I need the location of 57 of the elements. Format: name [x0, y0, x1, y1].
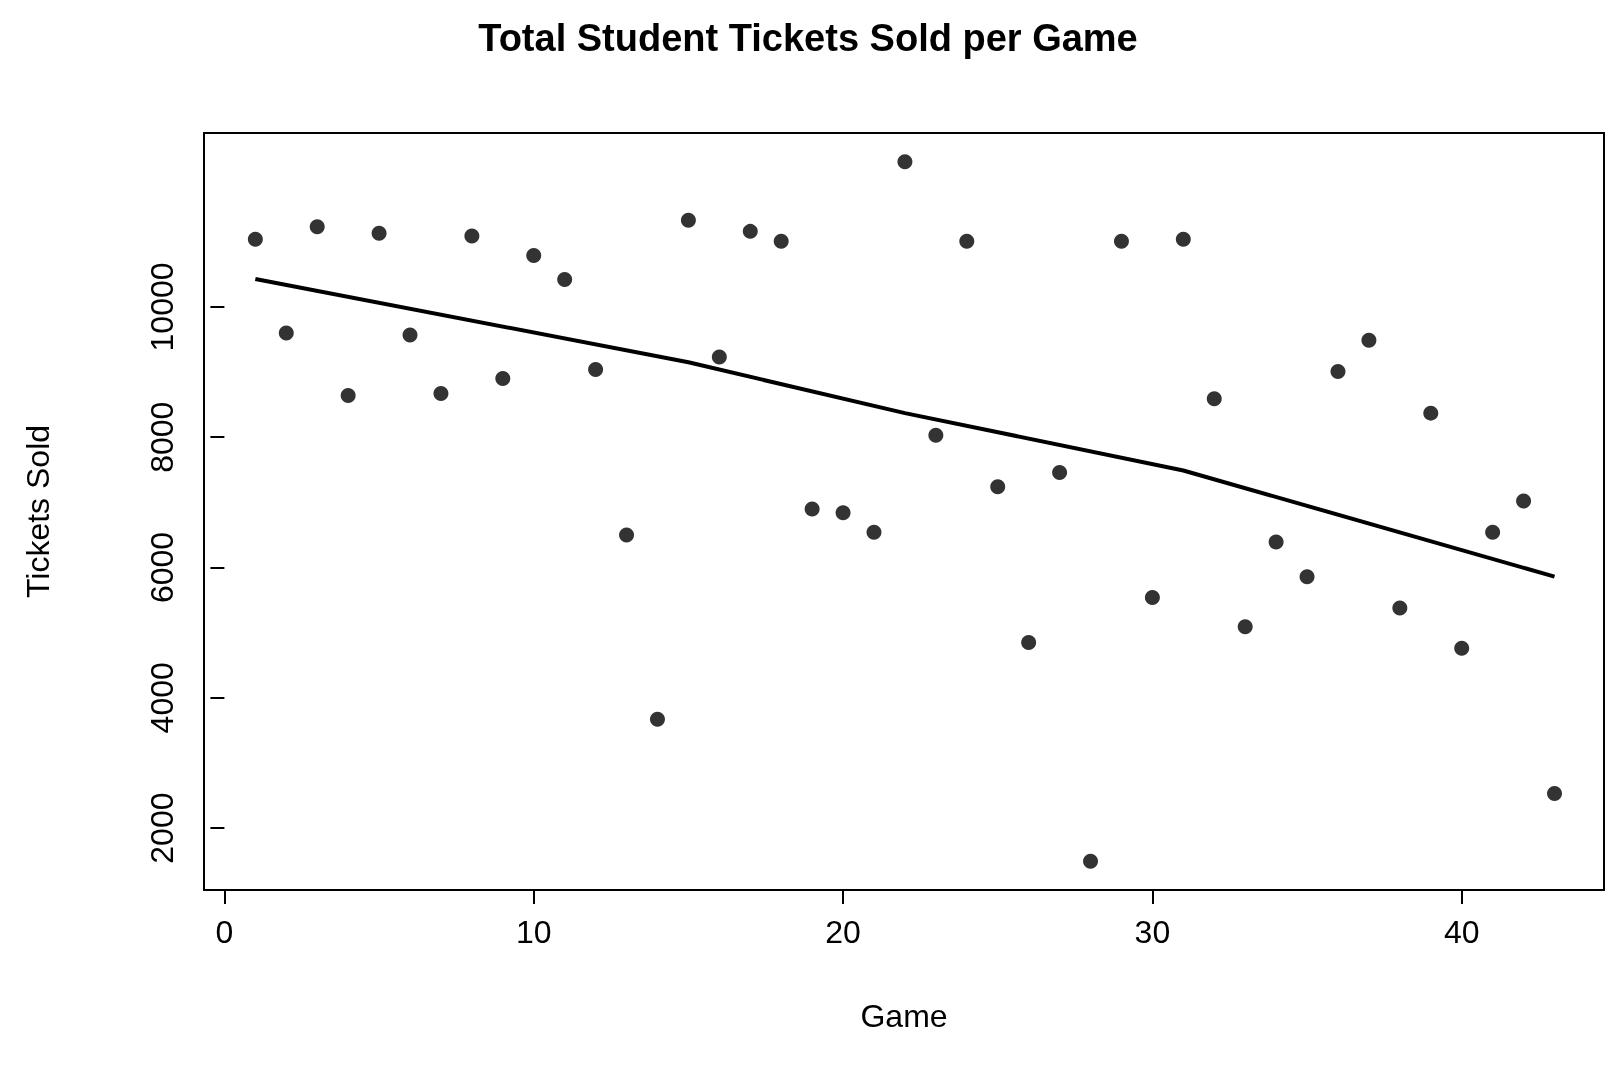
y-tick-label: 8000: [144, 401, 180, 473]
point: [742, 223, 758, 239]
point: [773, 233, 789, 249]
point: [804, 501, 820, 517]
x-tick-label: 40: [1443, 914, 1480, 950]
point: [278, 325, 294, 341]
x-tick-label: 30: [1134, 914, 1171, 950]
point: [928, 427, 944, 443]
point: [1454, 640, 1470, 656]
point: [1299, 569, 1315, 585]
point: [835, 505, 851, 521]
point: [990, 479, 1006, 495]
point: [1237, 619, 1253, 635]
x-axis-title: Game: [860, 998, 948, 1034]
point: [1361, 332, 1377, 348]
point: [588, 361, 604, 377]
point: [1175, 231, 1191, 247]
point: [1516, 493, 1532, 509]
point: [1083, 853, 1099, 869]
point: [897, 154, 913, 170]
point: [1144, 590, 1160, 605]
line-series: [253, 276, 1557, 579]
point: [649, 711, 665, 727]
point: [1206, 391, 1222, 407]
y-tick-label: 2000: [144, 792, 180, 864]
point: [1268, 534, 1284, 550]
point: [711, 349, 727, 365]
point: [495, 371, 511, 387]
point: [1052, 464, 1068, 480]
point: [1113, 233, 1129, 249]
point: [1485, 524, 1501, 540]
point: [1423, 405, 1439, 421]
point: [680, 212, 696, 228]
point: [309, 219, 325, 235]
point: [1392, 600, 1408, 616]
point: [433, 386, 449, 402]
point: [1021, 634, 1037, 650]
chart-title: Total Student Tickets Sold per Game: [478, 17, 1138, 59]
y-tick-label: 10000: [144, 262, 180, 352]
point: [959, 233, 975, 249]
point: [247, 231, 263, 247]
point: [557, 272, 573, 288]
point: [619, 527, 635, 543]
point: [464, 228, 480, 244]
x-tick-label: 10: [515, 914, 552, 950]
y-axis-title: Tickets Sold: [20, 424, 56, 599]
point: [371, 225, 387, 241]
point: [526, 247, 542, 263]
point: [340, 388, 356, 404]
y-tick-label: 4000: [144, 662, 180, 734]
y-tick-label: 6000: [144, 531, 180, 604]
point: [402, 327, 418, 343]
point: [1330, 363, 1346, 379]
point: [866, 524, 882, 540]
x-tick-label: 0: [215, 914, 234, 950]
x-tick-label: 20: [825, 914, 861, 950]
point: [1547, 786, 1563, 802]
